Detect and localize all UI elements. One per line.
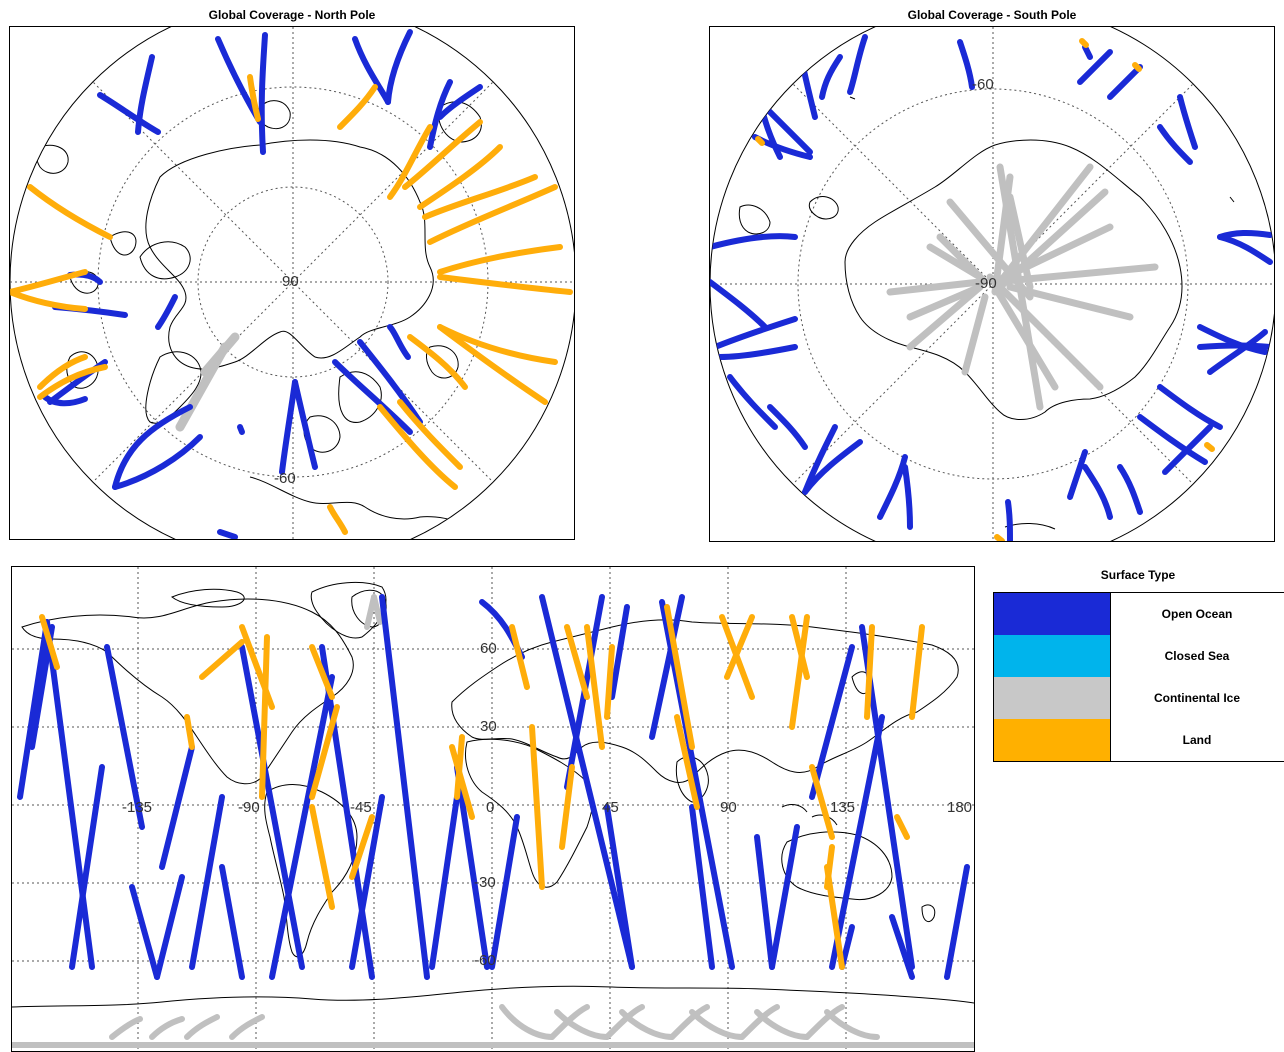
south-lat-label-minus90: -90	[975, 275, 997, 292]
legend-item-continental-ice: Continental Ice	[994, 677, 1284, 719]
world-map-svg: -135 -90 -45 0 45 90 135 180 60 30 -30 -…	[12, 567, 974, 1051]
north-pole-svg: 90 -60	[10, 27, 574, 539]
north-ocean-tracks	[42, 29, 483, 539]
world-lat-label-minus30: -30	[474, 874, 496, 891]
world-lat-label-minus60: -60	[474, 952, 496, 969]
north-pole-title: Global Coverage - North Pole	[208, 8, 376, 22]
legend-swatch-land	[994, 719, 1110, 761]
south-pole-svg: -60 -90	[710, 27, 1274, 541]
world-lon-label-minus135: -135	[122, 799, 152, 816]
north-lat-label-minus60: -60	[274, 470, 296, 487]
south-ice-tracks	[886, 163, 1159, 411]
world-lon-label-45: 45	[602, 799, 619, 816]
legend-swatch-continental-ice	[994, 677, 1110, 719]
south-lat-label-minus60: -60	[972, 76, 994, 93]
legend-label-land: Land	[1182, 733, 1212, 747]
north-land-tracks	[10, 74, 573, 535]
legend-item-closed-sea: Closed Sea	[994, 635, 1284, 677]
legend-swatch-closed-sea	[994, 635, 1110, 677]
legend-label-closed-sea: Closed Sea	[1164, 649, 1230, 663]
south-pole-map: -60 -90	[709, 26, 1275, 542]
world-lon-label-minus45: -45	[350, 799, 372, 816]
south-pole-title: Global Coverage - South Pole	[907, 8, 1077, 22]
legend-label-open-ocean: Open Ocean	[1161, 607, 1233, 621]
north-pole-map: 90 -60	[9, 26, 575, 540]
legend-swatch-open-ocean	[994, 593, 1110, 635]
world-lon-label-180: 180	[947, 799, 972, 816]
world-ice-tracks	[12, 594, 974, 1048]
legend-item-open-ocean: Open Ocean	[994, 593, 1284, 635]
world-lat-label-60: 60	[480, 640, 497, 657]
legend-label-continental-ice: Continental Ice	[1153, 691, 1240, 705]
legend-item-land: Land	[994, 719, 1284, 761]
north-lat-label-90: 90	[282, 273, 299, 290]
south-land-tracks	[755, 38, 1215, 541]
legend-divider	[1110, 593, 1111, 761]
world-map: -135 -90 -45 0 45 90 135 180 60 30 -30 -…	[11, 566, 975, 1052]
world-lon-label-minus90: -90	[238, 799, 260, 816]
world-lon-label-135: 135	[830, 799, 855, 816]
world-lon-label-0: 0	[486, 799, 494, 816]
surface-type-legend: Open Ocean Closed Sea Continental Ice La…	[993, 592, 1284, 762]
legend-title: Surface Type	[1100, 568, 1176, 582]
world-lat-label-30: 30	[480, 718, 497, 735]
world-lon-label-90: 90	[720, 799, 737, 816]
world-land-tracks	[39, 604, 925, 970]
north-ice-tracks	[175, 332, 240, 432]
